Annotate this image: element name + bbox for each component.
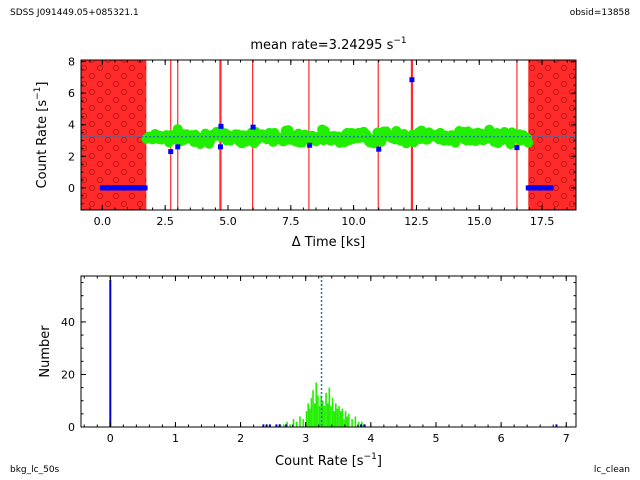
lc-bad-point bbox=[514, 145, 520, 151]
hist-good-bar bbox=[335, 403, 337, 427]
hist-good-bar bbox=[331, 398, 334, 427]
hist-good-bar bbox=[295, 421, 298, 427]
lc-xlabel: Δ Time [ks] bbox=[292, 235, 365, 250]
hist-good-bar bbox=[299, 416, 301, 427]
hist-good-bar bbox=[315, 382, 318, 427]
lc-bad-point bbox=[217, 144, 223, 150]
hist-good-bar bbox=[310, 398, 313, 427]
lc-good-point bbox=[505, 139, 516, 150]
hist-bad-bar bbox=[360, 424, 363, 427]
lc-ylabel: Count Rate [s−1] bbox=[33, 82, 50, 189]
hist-good-bar bbox=[357, 421, 360, 427]
hist-good-bar bbox=[307, 403, 309, 427]
lc-bad-point bbox=[175, 144, 181, 150]
lc-bad-point bbox=[307, 142, 313, 148]
footer-right-label: lc_clean bbox=[594, 465, 630, 475]
hist-bad-bar bbox=[363, 424, 366, 427]
hist-good-bar bbox=[325, 392, 327, 427]
hist-ytick-label: 40 bbox=[61, 316, 75, 329]
hist-bad-bar bbox=[285, 424, 288, 427]
lc-ytick-label: 4 bbox=[68, 119, 75, 132]
hist-good-bar bbox=[313, 403, 316, 427]
hist-good-bar bbox=[320, 395, 322, 427]
lc-bad-point bbox=[376, 146, 382, 152]
hist-xtick-label: 4 bbox=[367, 432, 374, 445]
hist-good-bar bbox=[333, 411, 336, 427]
lc-bad-point bbox=[250, 124, 256, 130]
lc-xtick-label: 15.0 bbox=[467, 215, 492, 228]
hist-xtick-label: 0 bbox=[107, 432, 114, 445]
lc-ytick-label: 2 bbox=[68, 150, 75, 163]
lc-xtick-label: 2.5 bbox=[156, 215, 174, 228]
hist-xtick-label: 7 bbox=[563, 432, 570, 445]
hist-good-bar bbox=[346, 416, 349, 427]
hist-good-bar bbox=[308, 408, 311, 427]
hist-good-bar bbox=[341, 408, 344, 427]
lc-bad-point bbox=[168, 149, 174, 155]
lc-title: mean rate=3.24295 s−1 bbox=[250, 36, 406, 53]
hist-good-bar bbox=[289, 424, 292, 427]
lc-good-point bbox=[523, 137, 534, 148]
flagged-interval bbox=[81, 60, 147, 210]
hist-good-bar bbox=[302, 419, 305, 427]
hist-xtick-label: 5 bbox=[432, 432, 439, 445]
source-name: SDSS J091449.05+085321.1 bbox=[10, 8, 139, 18]
lc-ytick-label: 6 bbox=[68, 87, 75, 100]
hist-ytick-label: 20 bbox=[61, 368, 75, 381]
hist-good-bar bbox=[338, 405, 340, 427]
lc-xtick-label: 0.0 bbox=[94, 215, 112, 228]
hist-bad-bar bbox=[109, 279, 112, 427]
hist-xlabel: Count Rate [s−1] bbox=[275, 452, 382, 469]
hist-bad-bar bbox=[275, 424, 278, 427]
hist-good-bar bbox=[282, 424, 285, 427]
hist-good-bar bbox=[348, 413, 350, 427]
lc-bad-point bbox=[548, 185, 554, 191]
hist-good-bar bbox=[344, 411, 347, 427]
hist-good-bar bbox=[326, 403, 329, 427]
hist-bad-bar bbox=[268, 424, 271, 427]
lc-bad-point bbox=[142, 185, 148, 191]
hist-good-bar bbox=[330, 405, 332, 427]
hist-xtick-label: 2 bbox=[237, 432, 244, 445]
lc-bad-point bbox=[409, 77, 415, 83]
hist-good-bar bbox=[318, 405, 321, 427]
hist-good-bar bbox=[323, 405, 326, 427]
hist-bad-bar bbox=[555, 424, 558, 427]
hist-good-bar bbox=[321, 400, 324, 427]
lc-ytick-label: 8 bbox=[68, 56, 75, 69]
lightcurve-plot: 0.0 2.5 5.0 7.5 10.0 12.5 15.0 17.5 0 2 4 6 8 mean ra… bbox=[33, 36, 577, 250]
obsid-label: obsid=13858 bbox=[570, 8, 631, 18]
hist-xtick-label: 3 bbox=[302, 432, 309, 445]
lc-bad-point bbox=[218, 123, 224, 129]
footer-left-label: bkg_lc_50s bbox=[10, 465, 60, 475]
lc-xtick-label: 17.5 bbox=[530, 215, 555, 228]
hist-xtick-label: 1 bbox=[172, 432, 179, 445]
hist-bad-bar bbox=[262, 424, 265, 427]
hist-good-bar bbox=[305, 411, 308, 427]
hist-good-bar bbox=[328, 387, 331, 427]
hist-good-bar bbox=[343, 419, 345, 427]
hist-good-bar bbox=[339, 411, 342, 427]
flagged-interval bbox=[528, 60, 576, 210]
hist-ylabel: Number bbox=[38, 325, 53, 378]
lc-xtick-label: 7.5 bbox=[282, 215, 300, 228]
hist-good-bar bbox=[317, 395, 319, 427]
hist-good-bar bbox=[351, 419, 353, 427]
hist-ytick-label: 0 bbox=[68, 421, 75, 434]
lc-xtick-label: 5.0 bbox=[219, 215, 237, 228]
lc-xtick-label: 12.5 bbox=[404, 215, 429, 228]
lc-xtick-label: 10.0 bbox=[341, 215, 366, 228]
hist-good-bar bbox=[312, 390, 314, 427]
lc-ytick-label: 0 bbox=[68, 182, 75, 195]
hist-good-bar bbox=[292, 419, 295, 427]
hist-xtick-label: 6 bbox=[498, 432, 505, 445]
hist-good-bar bbox=[354, 416, 357, 427]
hist-good-bar bbox=[336, 408, 339, 427]
histogram-plot: 0 1 2 3 4 5 6 7 0 20 40 Count Rate [s−1] Number bbox=[38, 275, 577, 469]
hist-frame bbox=[80, 275, 577, 428]
